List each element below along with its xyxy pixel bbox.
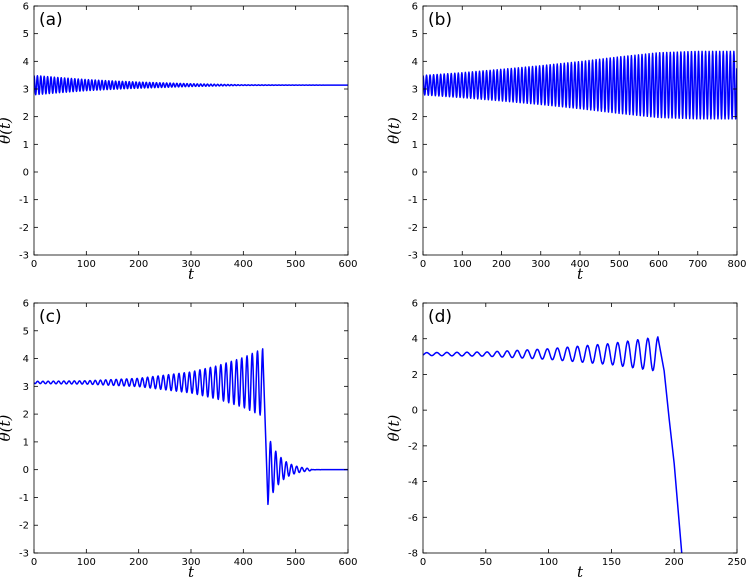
x-tick-label: 600 (338, 557, 357, 568)
series-line (423, 50, 737, 120)
x-tick-label: 600 (649, 259, 668, 270)
series-line (423, 336, 683, 553)
y-tick-label: 2 (412, 370, 418, 381)
panel-label: (b) (428, 10, 452, 30)
x-tick-label: 300 (531, 259, 550, 270)
panel-a: 0 100 200 300 400 500 600 -3 -2 -1 0 1 2 3 4 5 6 (a) t θ(t) (0, 2, 358, 284)
panel-label: (d) (428, 307, 452, 327)
y-tick-label: 6 (23, 299, 29, 310)
y-tick-label: 1 (23, 140, 29, 151)
panel-d: 0 50 100 150 200 250 -8 -6 -4 -2 0 2 4 6 (d) t θ(t) (385, 299, 747, 578)
x-tick-label: 200 (665, 557, 684, 568)
x-axis-label: t (577, 265, 584, 283)
x-axis-label: t (188, 265, 195, 283)
y-tick-label: 2 (412, 112, 418, 123)
y-tick-label: 4 (412, 334, 418, 345)
x-tick-label: 150 (602, 557, 621, 568)
x-tick-label: 100 (453, 259, 472, 270)
y-tick-label: -1 (408, 195, 418, 206)
x-axis-label: t (188, 563, 195, 578)
x-tick-label: 100 (77, 557, 96, 568)
x-tick-label: 200 (129, 557, 148, 568)
x-tick-label: 300 (181, 557, 200, 568)
series-line (34, 348, 348, 506)
y-tick-label: 0 (412, 168, 418, 179)
panel-label: (a) (39, 10, 63, 30)
y-tick-label: -4 (408, 477, 418, 488)
plot-frame (33, 302, 349, 554)
y-tick-label: 0 (23, 168, 29, 179)
x-tick-label: 0 (420, 557, 426, 568)
x-axis-label: t (577, 563, 584, 578)
x-tick-label: 50 (479, 557, 492, 568)
series-line (34, 74, 348, 96)
y-tick-label: -2 (408, 441, 418, 452)
x-tick-label: 400 (570, 259, 589, 270)
x-tick-label: 500 (286, 259, 305, 270)
y-tick-label: -3 (19, 251, 29, 262)
y-tick-label: -3 (19, 549, 29, 560)
panel-c: 0 100 200 300 400 500 600 -3 -2 -1 0 1 2 3 4 5 6 (c) t θ(t) (0, 299, 358, 578)
x-tick-label: 600 (338, 259, 357, 270)
y-tick-label: -1 (19, 493, 29, 504)
y-tick-label: 4 (23, 57, 29, 68)
x-tick-label: 100 (77, 259, 96, 270)
y-axis-label: θ(t) (0, 117, 14, 144)
y-tick-label: 6 (23, 2, 29, 13)
y-tick-label: 3 (23, 382, 29, 393)
y-axis-label: θ(t) (0, 414, 14, 441)
y-tick-label: 1 (412, 140, 418, 151)
y-tick-label: 2 (23, 112, 29, 123)
y-tick-label: -1 (19, 195, 29, 206)
plot-frame (33, 5, 349, 256)
x-tick-label: 0 (31, 557, 37, 568)
y-tick-label: 3 (412, 85, 418, 96)
y-tick-label: 5 (23, 326, 29, 337)
y-tick-label: 4 (23, 354, 29, 365)
plot-frame (422, 5, 738, 256)
y-tick-label: 3 (23, 85, 29, 96)
y-tick-label: 4 (412, 57, 418, 68)
y-tick-label: 5 (412, 29, 418, 40)
y-axis-label: θ(t) (385, 117, 403, 144)
y-tick-label: -3 (408, 251, 418, 262)
x-tick-label: 200 (129, 259, 148, 270)
x-tick-label: 500 (286, 557, 305, 568)
x-tick-label: 100 (539, 557, 558, 568)
y-tick-label: 1 (23, 437, 29, 448)
x-tick-label: 500 (610, 259, 629, 270)
y-tick-label: -6 (408, 513, 418, 524)
y-tick-label: -2 (408, 223, 418, 234)
panel-b: 0 100 200 300 400 500 600 700 800 -3 -2 -1 0 1 2 3 4 5 6 (b… (385, 2, 747, 284)
plot-frame (422, 302, 738, 554)
x-tick-label: 200 (492, 259, 511, 270)
x-tick-label: 700 (688, 259, 707, 270)
y-tick-label: -2 (19, 521, 29, 532)
y-tick-label: 6 (412, 2, 418, 13)
y-axis-label: θ(t) (385, 414, 403, 441)
y-tick-label: 0 (412, 406, 418, 417)
y-tick-label: 5 (23, 29, 29, 40)
y-tick-label: 6 (412, 299, 418, 310)
x-tick-label: 400 (234, 259, 253, 270)
y-tick-label: -8 (408, 549, 418, 560)
x-tick-label: 300 (181, 259, 200, 270)
panel-label: (c) (39, 307, 62, 327)
x-tick-label: 250 (727, 557, 746, 568)
y-tick-label: 2 (23, 410, 29, 421)
x-tick-label: 0 (420, 259, 426, 270)
y-tick-label: -2 (19, 223, 29, 234)
y-tick-label: 0 (23, 465, 29, 476)
x-tick-label: 0 (31, 259, 37, 270)
x-tick-label: 400 (234, 557, 253, 568)
x-tick-label: 800 (727, 259, 746, 270)
